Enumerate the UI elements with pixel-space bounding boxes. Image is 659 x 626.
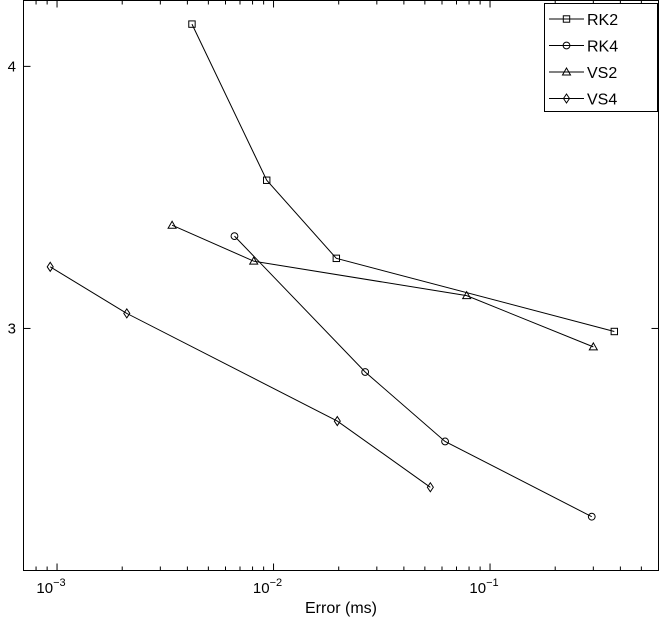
- data-point-vs2: [248, 256, 259, 265]
- legend-label: VS4: [587, 92, 617, 109]
- data-point-vs2: [588, 341, 599, 351]
- series-line-vs2: [171, 224, 594, 348]
- data-point-rk2: [188, 20, 196, 28]
- data-point-rk2: [263, 176, 271, 184]
- y-tick-label: 3: [8, 320, 16, 337]
- legend-label: RK4: [587, 39, 618, 56]
- data-point-rk2: [332, 254, 341, 263]
- series-line-rk4: [234, 235, 592, 518]
- series-vs2: [167, 220, 599, 351]
- data-point-vs4: [46, 261, 54, 273]
- data-point-vs4: [426, 481, 434, 493]
- data-point-vs2: [461, 290, 472, 300]
- data-point-rk4: [361, 368, 370, 376]
- x-tick-label: 10−3: [36, 577, 65, 597]
- data-point-rk4: [230, 232, 239, 241]
- legend-item-vs4: VS4: [549, 92, 617, 109]
- legend-marker: [562, 93, 571, 104]
- series-rk2: [188, 20, 619, 336]
- data-point-vs4: [333, 415, 341, 427]
- series-line-vs4: [49, 266, 431, 488]
- x-tick-label: 10−1: [469, 577, 498, 597]
- legend-item-rk4: RK4: [549, 39, 618, 56]
- legend-marker: [561, 66, 572, 76]
- series-layer: [46, 20, 619, 521]
- legend-item-vs2: VS2: [549, 65, 617, 82]
- y-tick-label: 4: [8, 58, 16, 75]
- legend: RK2 RK4 VS2 VS4: [544, 3, 658, 112]
- data-point-rk2: [610, 327, 619, 336]
- legend-label: RK2: [587, 12, 618, 29]
- series-rk4: [230, 232, 596, 521]
- x-axis-title: Error (ms): [305, 600, 377, 617]
- data-point-rk4: [587, 512, 596, 521]
- data-point-vs2: [167, 220, 177, 229]
- x-tick-label: 10−2: [253, 577, 282, 597]
- legend-marker: [562, 15, 571, 23]
- legend-item-rk2: RK2: [549, 12, 618, 29]
- legend-marker: [562, 41, 571, 50]
- legend-label: VS2: [587, 65, 617, 82]
- ticks: 10−3 10−2 10−1 3 4: [8, 0, 659, 597]
- data-point-rk4: [441, 437, 449, 446]
- series-line-rk2: [191, 23, 615, 332]
- data-point-vs4: [123, 307, 131, 319]
- series-vs4: [46, 261, 434, 493]
